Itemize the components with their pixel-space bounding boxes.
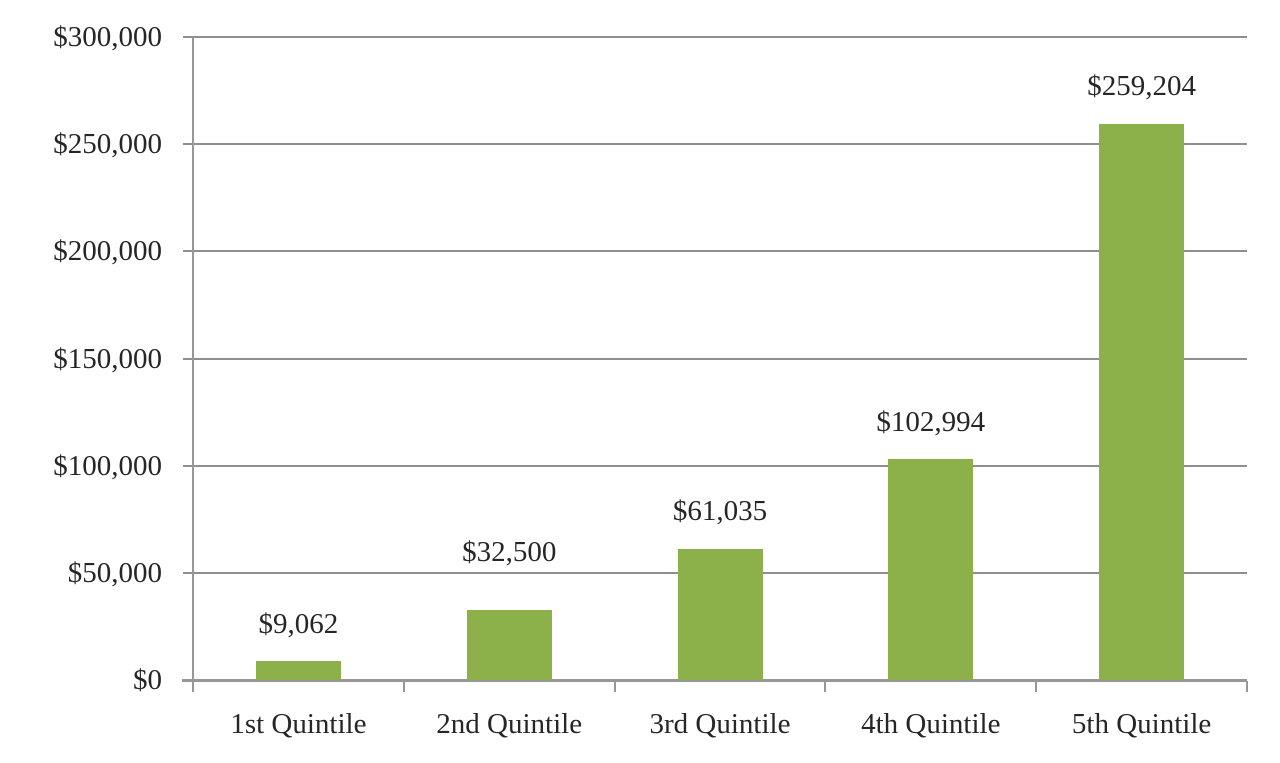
gridline xyxy=(183,143,1247,146)
x-axis-category-label: 3rd Quintile xyxy=(649,708,791,740)
x-axis-tick xyxy=(402,681,405,692)
x-axis-tick xyxy=(1246,681,1248,692)
gridline xyxy=(183,36,1247,38)
bar-data-label: $61,035 xyxy=(672,495,768,528)
gridline xyxy=(183,357,1247,360)
x-axis-tick xyxy=(824,681,827,692)
bar-5th-quintile xyxy=(1099,124,1185,680)
y-axis-tick-label: $0 xyxy=(133,664,162,696)
y-axis xyxy=(192,37,194,680)
y-axis-tick-label: $300,000 xyxy=(53,21,162,53)
bar-2nd-quintile xyxy=(466,610,552,680)
gridline xyxy=(183,250,1247,253)
y-axis-tick-label: $200,000 xyxy=(53,235,162,268)
x-axis-category-label: 4th Quintile xyxy=(861,708,1001,740)
bar-data-label: $102,994 xyxy=(876,406,986,439)
gridline xyxy=(183,464,1247,467)
bar-1st-quintile xyxy=(255,660,341,680)
y-axis-tick-label: $150,000 xyxy=(53,342,162,375)
x-axis-category-label: 1st Quintile xyxy=(230,708,367,740)
x-axis-tick xyxy=(613,681,616,692)
y-axis-tick-label: $50,000 xyxy=(67,556,162,589)
bar-data-label: $259,204 xyxy=(1087,70,1196,103)
x-axis-category-label: 2nd Quintile xyxy=(436,708,583,740)
x-axis-category-label: 5th Quintile xyxy=(1071,708,1212,740)
bar-data-label: $32,500 xyxy=(462,536,557,569)
x-axis-tick xyxy=(1035,681,1038,692)
bar-data-label: $9,062 xyxy=(258,607,339,640)
y-axis-tick-label: $100,000 xyxy=(53,449,162,482)
y-axis-tick-label: $250,000 xyxy=(53,128,162,161)
bar-3rd-quintile xyxy=(677,549,763,680)
x-axis xyxy=(182,678,1247,682)
bar-4th-quintile xyxy=(888,459,974,680)
x-axis-tick xyxy=(192,681,194,692)
